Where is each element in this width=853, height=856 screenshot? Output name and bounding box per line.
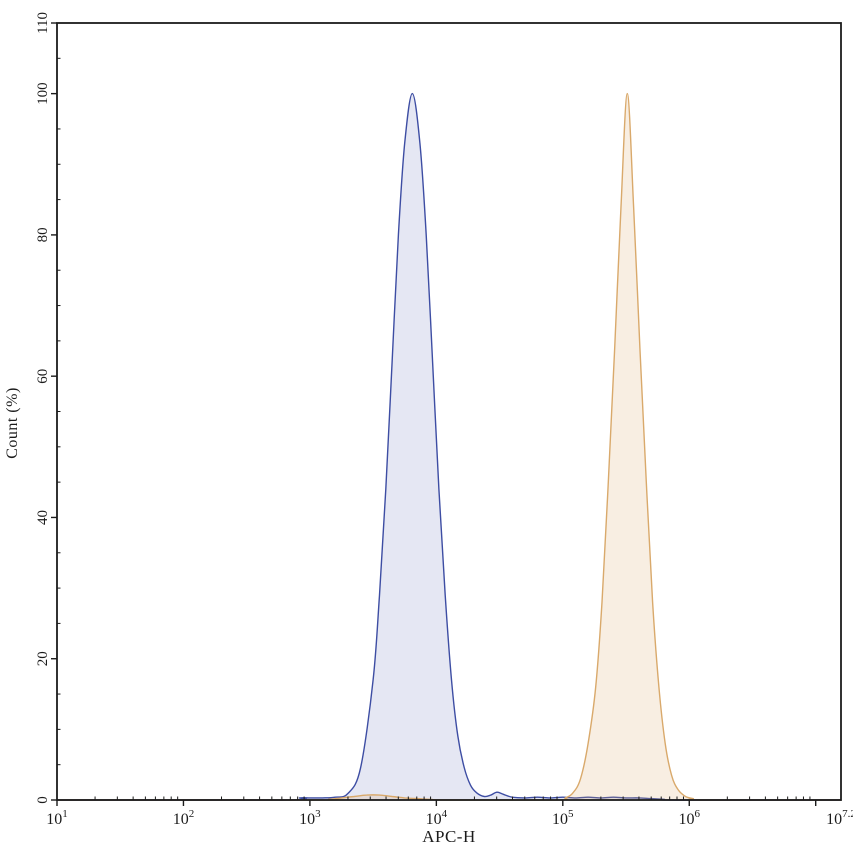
blue-peak-fill [57, 93, 841, 801]
y-tick-label: 20 [35, 651, 51, 666]
y-tick-label: 100 [35, 82, 51, 105]
y-tick-label: 0 [35, 796, 51, 804]
blue-peak-outline [57, 92, 841, 801]
y-tick-label: 80 [35, 227, 51, 242]
series-blue-peak [57, 92, 841, 801]
x-tick-label: 105 [552, 808, 574, 828]
x-tick-label: 107.2 [826, 808, 853, 828]
x-tick-label: 104 [426, 808, 448, 828]
y-axis-title: Count (%) [4, 387, 21, 459]
x-tick-label: 101 [46, 808, 68, 828]
x-tick-label: 102 [173, 808, 195, 828]
orange-peak-fill [57, 93, 841, 801]
y-axis-ticks: 0 20 40 60 80 100 110 [35, 12, 61, 804]
x-tick-label: 106 [679, 808, 701, 828]
series-orange-peak [57, 92, 841, 801]
x-axis-title: APC-H [422, 827, 476, 846]
x-axis-ticks: 101 102 103 104 105 106 107.2 [46, 796, 853, 828]
y-tick-label: 110 [35, 12, 51, 34]
y-tick-label: 40 [35, 510, 51, 525]
y-tick-label: 60 [35, 369, 51, 384]
orange-peak-outline [57, 92, 841, 801]
x-tick-label: 103 [299, 808, 321, 828]
